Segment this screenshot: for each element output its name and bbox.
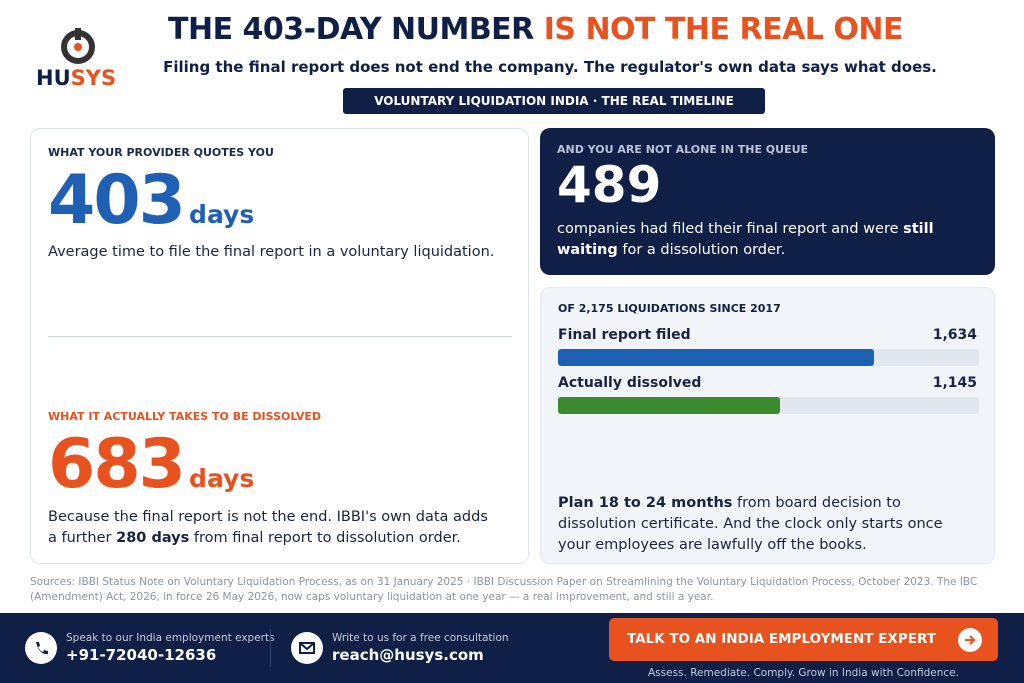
shape xyxy=(299,642,315,654)
title-a: THE 403-DAY NUMBER xyxy=(168,12,534,47)
title-b: IS NOT THE REAL ONE xyxy=(543,12,904,47)
logo-a: HU xyxy=(36,66,71,90)
cta-text[interactable]: TALK TO AN INDIA EMPLOYMENT EXPERT xyxy=(627,631,936,647)
footer-divider xyxy=(270,629,271,667)
bar-value: 1,145 xyxy=(932,375,977,391)
footer: Speak to our India employment experts +9… xyxy=(0,613,1024,683)
divider xyxy=(48,336,512,337)
title: THE 403-DAY NUMBER IS NOT THE REAL ONE xyxy=(168,12,903,47)
quoted-number: 403 xyxy=(48,161,186,240)
bar xyxy=(558,349,875,366)
bar-label: Actually dissolved xyxy=(558,375,702,391)
subtitle: Filing the final report does not end the… xyxy=(163,58,937,76)
phone-label: Speak to our India employment experts xyxy=(66,632,275,644)
shape xyxy=(299,642,315,651)
queue-card: AND YOU ARE NOT ALONE IN THE QUEUE 489 c… xyxy=(540,128,995,275)
actual-label: WHAT IT ACTUALLY TAKES TO BE DISSOLVED xyxy=(48,410,321,423)
queue-text: companies had filed their final report a… xyxy=(557,219,982,261)
quoted-unit: days xyxy=(189,200,255,229)
email[interactable]: reach@husys.com xyxy=(332,646,484,664)
logo-b: SYS xyxy=(70,66,117,90)
queue-number: 489 xyxy=(557,156,662,214)
bar-value: 1,634 xyxy=(932,327,977,343)
quoted-figure: 403 days xyxy=(48,167,254,235)
shape xyxy=(36,642,48,655)
tagline: Assess. Remediate. Comply. Grow in India… xyxy=(648,667,959,679)
queue-c: for a dissolution order. xyxy=(617,242,786,258)
bar-label: Final report filed xyxy=(558,327,691,343)
bars-title: OF 2,175 LIQUIDATIONS SINCE 2017 xyxy=(558,302,781,315)
note-b: from board decision to dissolution certi… xyxy=(558,495,943,553)
quoted-label: WHAT YOUR PROVIDER QUOTES YOU xyxy=(48,146,274,159)
actual-figure: 683 days xyxy=(48,431,254,499)
logo-text: HUSYS xyxy=(36,66,116,90)
sources: Sources: IBBI Status Note on Voluntary L… xyxy=(30,576,978,603)
shape xyxy=(965,635,976,645)
badge: VOLUNTARY LIQUIDATION INDIA · THE REAL T… xyxy=(343,88,765,114)
mail-icon xyxy=(291,632,323,664)
shape xyxy=(25,632,57,664)
phone-icon xyxy=(25,632,57,664)
actual-c: from final report to dissolution order. xyxy=(189,530,461,546)
queue-a: companies had filed their final report a… xyxy=(557,221,904,237)
actual-unit: days xyxy=(189,464,255,493)
actual-a: Because the final report is not the end.… xyxy=(48,509,488,546)
actual-b: 280 days xyxy=(116,530,190,546)
note-a: Plan 18 to 24 months xyxy=(558,495,733,511)
bars-note: Plan 18 to 24 months from board decision… xyxy=(558,493,978,556)
logo-icon xyxy=(61,28,95,64)
bar xyxy=(558,397,780,414)
left-card: WHAT YOUR PROVIDER QUOTES YOU 403 days A… xyxy=(30,128,529,564)
actual-number: 683 xyxy=(48,425,186,504)
phone[interactable]: +91-72040-12636 xyxy=(66,646,217,664)
queue-label: AND YOU ARE NOT ALONE IN THE QUEUE xyxy=(557,143,809,156)
email-label: Write to us for a free consultation xyxy=(332,632,509,644)
shape xyxy=(75,28,81,40)
queue-b: still waiting xyxy=(557,221,934,258)
cta-arrow[interactable] xyxy=(958,628,982,652)
bars-card: OF 2,175 LIQUIDATIONS SINCE 2017 Plan 18… xyxy=(540,287,995,564)
quoted-text: Average time to file the final report in… xyxy=(48,244,495,260)
cta-button[interactable]: TALK TO AN INDIA EMPLOYMENT EXPERT xyxy=(609,618,998,661)
actual-text: Because the final report is not the end.… xyxy=(48,507,498,549)
shape xyxy=(74,43,82,51)
